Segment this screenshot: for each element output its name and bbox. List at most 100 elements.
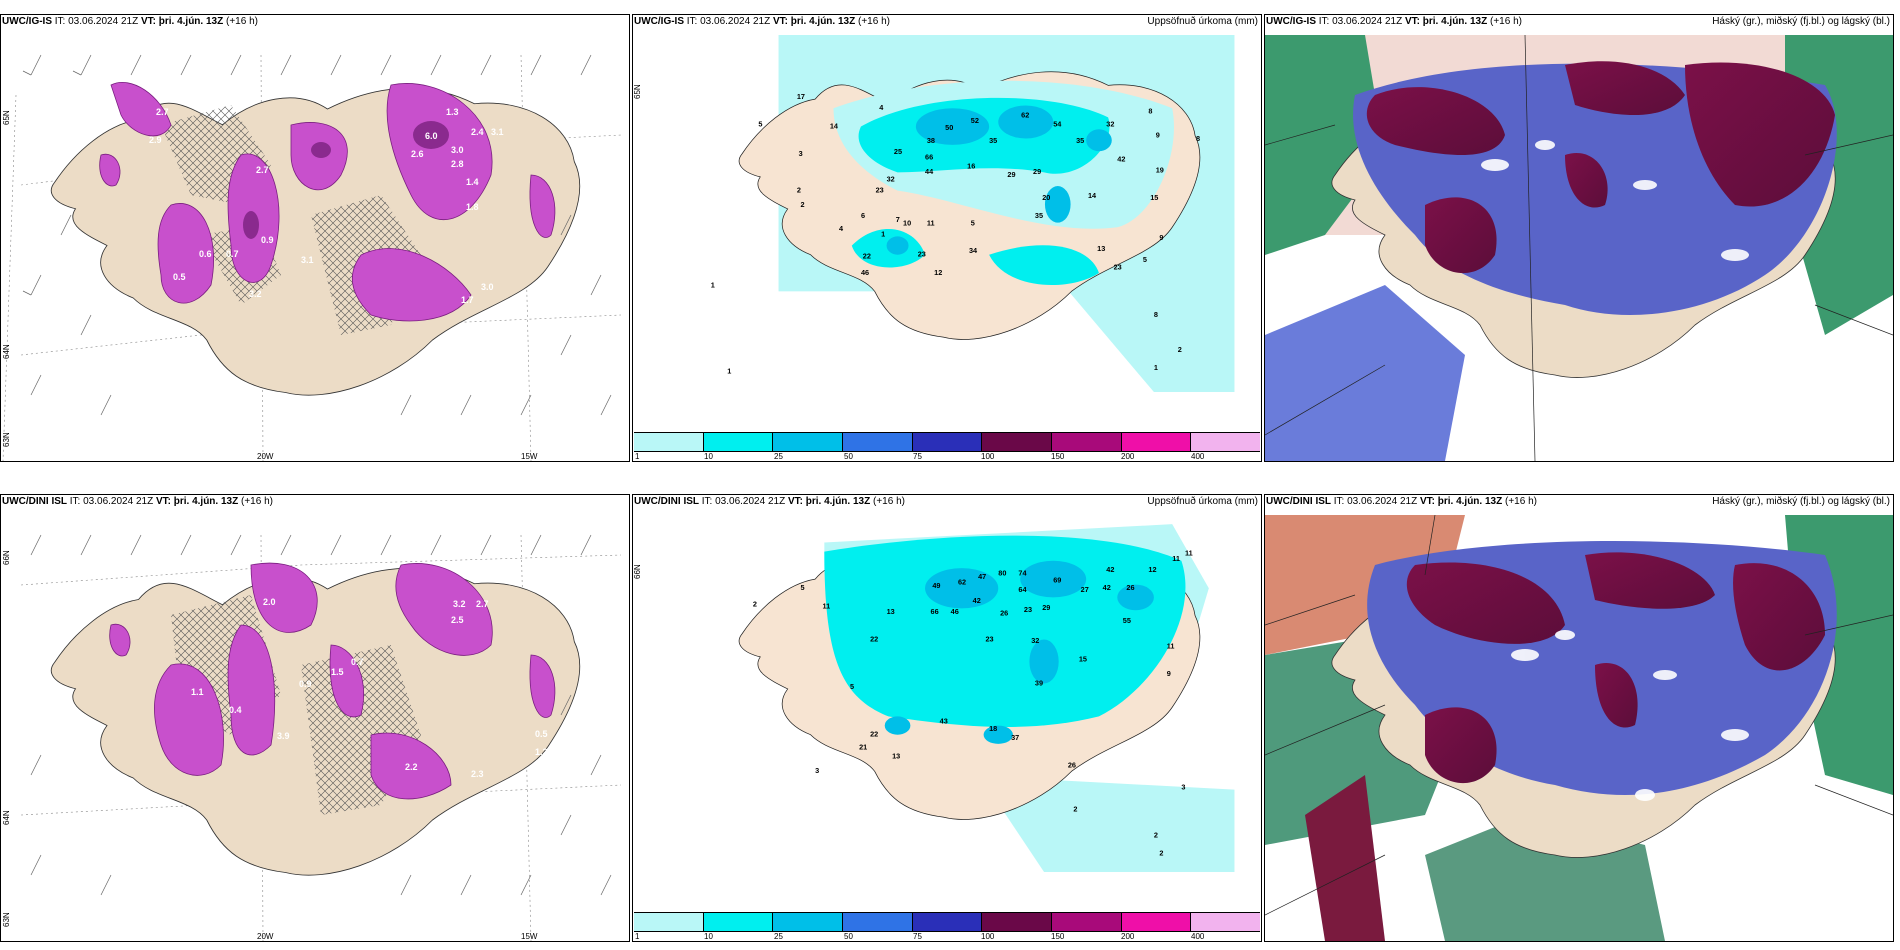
value-label: 42 (1117, 154, 1125, 163)
value-label: 2 (1159, 849, 1163, 858)
value-label: 26 (1068, 761, 1076, 770)
value-label: 2.2 (405, 762, 418, 772)
value-label: 6.0 (425, 131, 438, 141)
value-label: 25 (894, 147, 902, 156)
legend-tick: 200 (1121, 932, 1135, 941)
legend-swatch (1191, 433, 1261, 451)
value-label: 1.4 (466, 177, 479, 187)
value-label: 26 (1000, 609, 1008, 618)
panel-right-title: Háský (gr.), miðský (fj.bl.) og lágský (… (1712, 496, 1890, 507)
legend-swatch (773, 433, 844, 451)
value-label: 50 (945, 123, 953, 132)
legend-tick: 50 (844, 452, 853, 461)
value-label: 8 (1154, 310, 1158, 319)
value-label: 23 (985, 634, 993, 643)
legend-swatch (1052, 433, 1122, 451)
value-label: 26 (1126, 583, 1134, 592)
value-label: 2.7 (256, 165, 269, 175)
legend-swatch (1191, 913, 1261, 931)
value-label: 37 (1011, 733, 1019, 742)
value-label: 1.3 (446, 107, 459, 117)
legend-tick: 10 (704, 452, 713, 461)
lat-label: 65N (2, 110, 11, 125)
value-label: 62 (1021, 110, 1029, 119)
value-label: 13 (1097, 244, 1105, 253)
value-label: 3 (815, 766, 819, 775)
value-label: 1.5 (331, 667, 344, 677)
panel-dini-wind-precip: UWC/DINI ISL IT: 03.06.2024 21Z VT: þri.… (0, 494, 630, 942)
legend-swatch (703, 913, 774, 931)
legend-tick: 25 (774, 932, 783, 941)
value-label: 8 (1148, 107, 1152, 116)
legend-tick: 100 (981, 452, 995, 461)
value-label: 4 (879, 103, 884, 112)
value-label: 14 (830, 121, 839, 130)
cloud-map (1265, 515, 1893, 941)
legend-tick: 150 (1051, 932, 1065, 941)
value-label: 2.5 (451, 615, 464, 625)
value-label: 69 (1053, 576, 1061, 585)
lat-label: 63N (2, 432, 11, 447)
value-label: 22 (870, 634, 878, 643)
value-label: 1.8 (466, 202, 479, 212)
legend-swatch (843, 433, 913, 451)
value-label: 3.2 (453, 599, 466, 609)
value-label: 12 (934, 268, 942, 277)
value-label: 0.5 (173, 272, 186, 282)
value-label: 2 (797, 185, 801, 194)
value-label: 2.7 (156, 107, 169, 117)
value-label: 0.4 (229, 705, 242, 715)
value-label: 2.3 (471, 769, 484, 779)
value-label: 18 (989, 724, 997, 733)
value-label: 23 (1114, 262, 1122, 271)
panel-right-title: Uppsöfnuð úrkoma (mm) (1147, 16, 1258, 27)
value-label: 3.0 (481, 282, 494, 292)
value-label: 3.0 (451, 145, 464, 155)
value-label: 0.7 (351, 657, 364, 667)
value-label: 19 (1156, 165, 1164, 174)
value-label: 16 (967, 162, 975, 171)
value-label: 11 (927, 218, 935, 227)
precip-map: 17 5 14 3 4 52 62 54 35 50 35 29 32 8 9 … (711, 35, 1235, 393)
value-label: 1 (727, 367, 731, 376)
panel-ig-wind-precip: UWC/IG-IS IT: 03.06.2024 21Z VT: þri. 4.… (0, 14, 630, 462)
legend-swatch (912, 433, 983, 451)
value-label: 27 (1081, 585, 1089, 594)
panel-ig-clouds: UWC/IG-IS IT: 03.06.2024 21Z VT: þri. 4.… (1264, 14, 1894, 462)
value-label: 1 (711, 281, 715, 290)
legend-ticks: 1 10 25 50 75 100 150 200 400 (634, 932, 1260, 941)
value-label: 2 (1154, 830, 1158, 839)
lon-label: 20W (257, 932, 274, 941)
lon-label: 15W (521, 932, 538, 941)
legend-swatch (634, 913, 704, 931)
value-label: 9 (1167, 669, 1171, 678)
value-label: 0.6 (199, 249, 212, 259)
lat-label: 65N (633, 84, 642, 99)
value-label: 15 (1150, 193, 1158, 202)
value-label: 74 (1018, 568, 1027, 577)
value-label: 17 (797, 92, 805, 101)
legend-swatch (843, 913, 913, 931)
panel-header: UWC/IG-IS IT: 03.06.2024 21Z VT: þri. 4.… (2, 16, 258, 27)
value-label: 22 (870, 730, 878, 739)
value-label: 42 (973, 596, 981, 605)
value-label: 22 (863, 251, 871, 260)
value-label: 39 (1035, 678, 1043, 687)
value-label: 9 (1159, 233, 1163, 242)
panel-dini-precip-accum: UWC/DINI ISL IT: 03.06.2024 21Z VT: þri.… (632, 494, 1262, 942)
lat-label: 64N (2, 810, 11, 825)
value-label: 52 (971, 116, 979, 125)
value-label: 32 (1106, 120, 1114, 129)
value-label: 2.4 (471, 127, 484, 137)
color-legend (634, 432, 1261, 452)
panel-right-title: Háský (gr.), miðský (fj.bl.) og lágský (… (1712, 16, 1890, 27)
value-label: 13 (887, 607, 895, 616)
value-label: 3.9 (277, 731, 290, 741)
panel-header: UWC/IG-IS IT: 03.06.2024 21Z VT: þri. 4.… (634, 16, 890, 27)
value-label: 0.9 (299, 679, 312, 689)
legend-ticks: 1 10 25 50 75 100 150 200 400 (634, 452, 1260, 461)
value-label: 2.9 (149, 135, 162, 145)
value-label: 6 (861, 211, 865, 220)
value-label: 14 (1088, 191, 1097, 200)
value-label: 3.2 (249, 289, 262, 299)
